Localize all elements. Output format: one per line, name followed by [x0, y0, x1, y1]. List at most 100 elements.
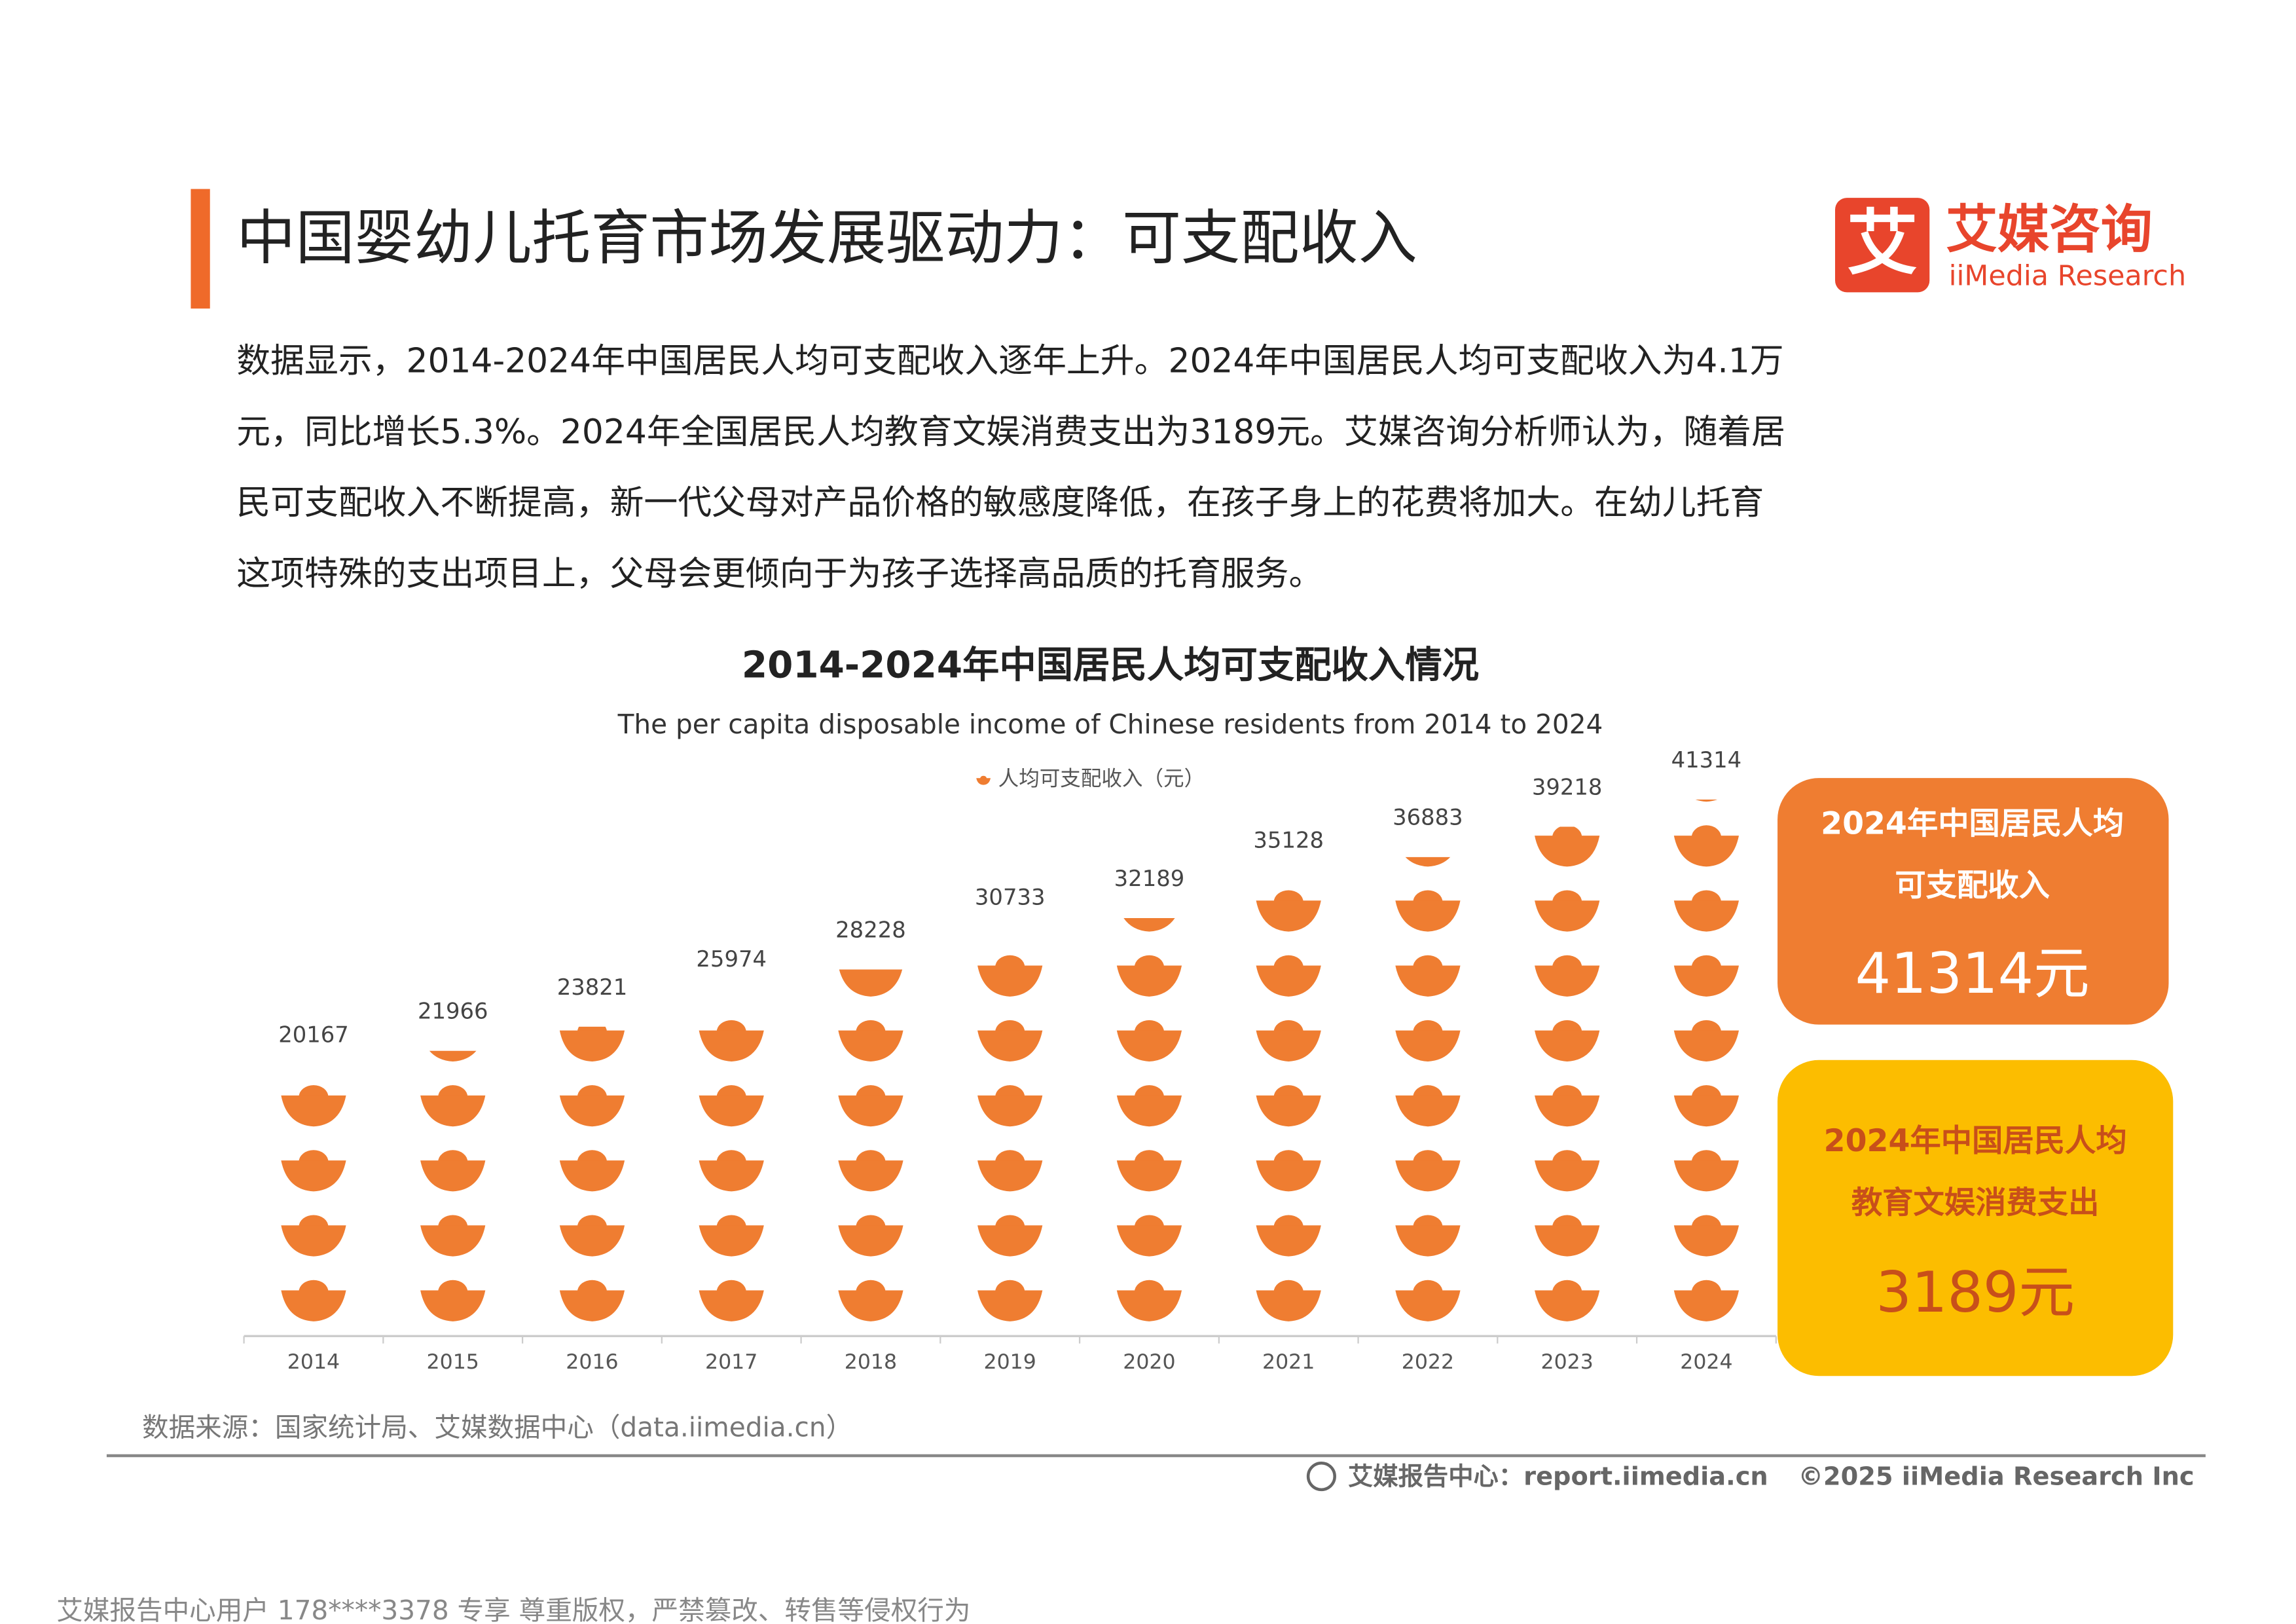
- ingot-body: [1535, 1225, 1600, 1257]
- ingot-body: [1535, 1095, 1600, 1127]
- x-tick-label: 2019: [984, 1350, 1036, 1374]
- ingot-body: [1116, 965, 1182, 997]
- value-label: 30733: [975, 885, 1046, 910]
- ingot-body: [1116, 1030, 1182, 1062]
- value-label: 25974: [696, 946, 767, 972]
- x-tick-label: 2016: [566, 1350, 618, 1374]
- ingot-column: [1395, 857, 1461, 1321]
- x-tick-label: 2015: [427, 1350, 479, 1374]
- card-line: 教育文娱消费支出: [1851, 1185, 2100, 1221]
- ingot-body: [977, 1290, 1043, 1321]
- ingot-body: [1256, 1160, 1321, 1192]
- ingot-body: [1535, 1160, 1600, 1192]
- ingot-body: [1395, 965, 1461, 997]
- ingot-body: [699, 1160, 764, 1192]
- ingot-body: [1395, 1030, 1461, 1062]
- ingot-body: [1256, 900, 1321, 932]
- ingot-column: [1535, 826, 1600, 1321]
- ingot-body: [1405, 857, 1451, 867]
- ingot-body: [838, 1160, 903, 1192]
- ingot-body: [559, 1290, 625, 1321]
- logo-mark-bg: [1834, 198, 1930, 293]
- ingot-body: [838, 1290, 903, 1321]
- card-line: 可支配收入: [1895, 868, 2050, 904]
- ingot-body: [838, 1225, 903, 1257]
- ingot-body: [420, 1225, 486, 1257]
- ingot-body: [420, 1290, 486, 1321]
- ingot-body: [1673, 900, 1740, 932]
- card-education: [1777, 1060, 2174, 1376]
- title-bar: [191, 189, 210, 309]
- ingot-body: [1673, 965, 1740, 997]
- value-label: 23821: [557, 974, 628, 1000]
- paragraph-line: 元，同比增长5.3%。2024年全国居民人均教育文娱消费支出为3189元。艾媒咨…: [236, 413, 1785, 452]
- ingot-body: [1535, 900, 1600, 932]
- ingot-body: [976, 778, 991, 785]
- legend: [976, 775, 991, 785]
- ingot-body: [1256, 1225, 1321, 1257]
- ingot-body: [281, 1160, 346, 1192]
- ingot-body: [1535, 1030, 1600, 1062]
- ingot-body: [1256, 965, 1321, 997]
- ingot-body: [281, 1225, 346, 1257]
- ingot-body: [1673, 836, 1740, 867]
- ingot-column: [699, 1020, 764, 1321]
- logo-text: 艾媒咨询: [1946, 200, 2153, 260]
- chart-title: 2014-2024年中国居民人均可支配收入情况: [742, 644, 1479, 687]
- paragraph-line: 民可支配收入不断提高，新一代父母对产品价格的敏感度降低，在孩子身上的花费将加大。…: [236, 483, 1764, 523]
- ingot-column: [420, 1050, 486, 1321]
- ingot-body: [1673, 1095, 1740, 1127]
- value-label: 20167: [278, 1022, 349, 1047]
- ingot-body: [699, 1290, 764, 1321]
- ingot-body: [559, 1160, 625, 1192]
- page-title: 中国婴幼儿托育市场发展驱动力：可支配收入: [236, 204, 1417, 273]
- watermark: 艾媒报告中心用户 178****3378 专享 尊重版权，严禁篡改、转售等侵权行…: [56, 1595, 970, 1624]
- ingot-column: [1256, 890, 1321, 1321]
- x-tick-label: 2021: [1262, 1350, 1315, 1374]
- value-label: 32189: [1114, 866, 1185, 891]
- legend-label: 人均可支配收入（元）: [998, 767, 1205, 790]
- ingot-body: [1116, 1095, 1182, 1127]
- ingot-column: [559, 1026, 625, 1321]
- value-label: 39218: [1532, 774, 1603, 800]
- ingot-body: [1395, 1160, 1461, 1192]
- ingot-body: [1256, 1095, 1321, 1127]
- chart-subtitle: The per capita disposable income of Chin…: [617, 709, 1603, 740]
- ingot-body: [977, 1030, 1043, 1062]
- ingot-body: [1535, 1290, 1600, 1321]
- ingot-body: [559, 1225, 625, 1257]
- logo-mark: 艾: [1847, 202, 1918, 285]
- ingot-body: [699, 1030, 764, 1062]
- ingot-body: [1695, 799, 1718, 802]
- value-label: 35128: [1253, 828, 1324, 853]
- ingot-body: [1673, 1290, 1740, 1321]
- ingot-column: [838, 969, 903, 1321]
- ingot-column: [1116, 917, 1182, 1321]
- ingot-body: [1116, 1290, 1182, 1321]
- ingot-body: [977, 1160, 1043, 1192]
- ingot-column: [977, 955, 1043, 1321]
- value-label: 36883: [1393, 805, 1463, 830]
- card-line: 2024年中国居民人均: [1824, 1123, 2127, 1159]
- ingot-body: [420, 1160, 486, 1192]
- footer-copyright: ©2025 iiMedia Research Inc: [1798, 1462, 2195, 1491]
- ingot-body: [281, 1095, 346, 1127]
- card-value: 41314元: [1855, 941, 2090, 1006]
- x-tick-label: 2020: [1123, 1350, 1175, 1374]
- source: 数据来源：国家统计局、艾媒数据中心（data.iimedia.cn）: [142, 1411, 852, 1443]
- paragraph-line: 数据显示，2014-2024年中国居民人均可支配收入逐年上升。2024年中国居民…: [236, 342, 1783, 381]
- ingot-body: [429, 1050, 477, 1062]
- ingot-body: [699, 1095, 764, 1127]
- x-tick-label: 2018: [845, 1350, 897, 1374]
- card-value: 3189元: [1876, 1260, 2075, 1325]
- ingot-body: [977, 1225, 1043, 1257]
- footer-report: 艾媒报告中心：report.iimedia.cn: [1348, 1462, 1768, 1491]
- ingot-body: [1673, 1160, 1740, 1192]
- ingot-body: [1116, 1160, 1182, 1192]
- ingot-body: [838, 1030, 903, 1062]
- card-income: [1777, 778, 2169, 1025]
- paragraph-line: 这项特殊的支出项目上，父母会更倾向于为孩子选择高品质的托育服务。: [236, 554, 1322, 593]
- ingot-body: [281, 1290, 346, 1321]
- ingot-body: [838, 1095, 903, 1127]
